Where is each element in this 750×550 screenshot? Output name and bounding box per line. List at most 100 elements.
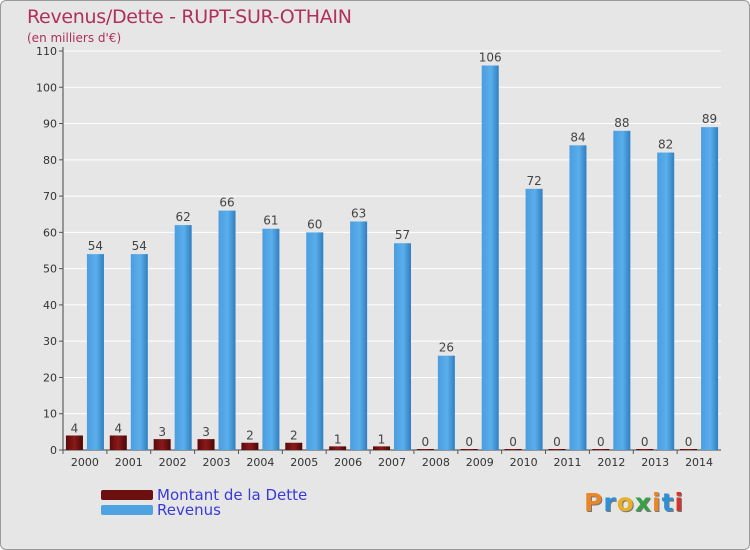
bar-debt-2002 bbox=[153, 439, 171, 450]
bar-debt-2004 bbox=[241, 442, 259, 450]
data-label-debt-2011: 0 bbox=[553, 435, 561, 449]
bar-revenus-2012 bbox=[613, 130, 631, 451]
bar-debt-2011 bbox=[548, 449, 566, 450]
x-tick-label-2002: 2002 bbox=[159, 456, 187, 469]
bars bbox=[65, 65, 719, 451]
data-labels: 4544543623662612601631570260106072084088… bbox=[71, 51, 718, 449]
data-label-revenus-2003: 66 bbox=[219, 196, 234, 210]
bar-revenus-2006 bbox=[350, 221, 368, 450]
bar-revenus-2013 bbox=[657, 152, 675, 450]
y-tick-label: 70 bbox=[43, 190, 57, 203]
legend-label-revenus: Revenus bbox=[157, 501, 221, 519]
data-label-debt-2010: 0 bbox=[509, 435, 517, 449]
bar-debt-2008 bbox=[416, 449, 434, 450]
y-tick-label: 50 bbox=[43, 263, 57, 276]
logo-letter: i bbox=[652, 488, 662, 517]
x-tick-label-2013: 2013 bbox=[641, 456, 669, 469]
bar-debt-2003 bbox=[197, 439, 215, 450]
bar-debt-2001 bbox=[109, 435, 127, 450]
data-label-revenus-2006: 63 bbox=[351, 206, 366, 220]
bar-debt-2010 bbox=[504, 449, 522, 450]
bar-revenus-2011 bbox=[569, 145, 587, 451]
data-label-debt-2000: 4 bbox=[71, 421, 79, 435]
y-tick-label: 40 bbox=[43, 299, 57, 312]
x-tick-label-2006: 2006 bbox=[334, 456, 362, 469]
data-label-debt-2014: 0 bbox=[685, 435, 693, 449]
data-label-debt-2005: 2 bbox=[290, 429, 298, 443]
bar-debt-2009 bbox=[460, 449, 478, 450]
bar-revenus-2001 bbox=[130, 254, 148, 450]
bar-revenus-2008 bbox=[437, 355, 455, 450]
bar-revenus-2007 bbox=[394, 243, 411, 450]
y-tick-label: 60 bbox=[43, 226, 57, 239]
logo-letter: r bbox=[603, 488, 617, 517]
x-tick-label-2005: 2005 bbox=[290, 456, 318, 469]
bar-revenus-2000 bbox=[86, 254, 104, 450]
data-label-revenus-2012: 88 bbox=[614, 116, 629, 130]
data-label-revenus-2009: 106 bbox=[479, 51, 502, 65]
logo-letter: P bbox=[584, 488, 604, 517]
data-label-revenus-2004: 61 bbox=[263, 214, 278, 228]
logo-letter: x bbox=[634, 488, 652, 517]
x-tick-label-2014: 2014 bbox=[685, 456, 713, 469]
bar-debt-2005 bbox=[285, 442, 303, 450]
y-tick-label: 20 bbox=[43, 371, 57, 384]
y-tick-label: 110 bbox=[36, 45, 57, 58]
data-label-debt-2006: 1 bbox=[334, 432, 342, 446]
bar-debt-2007 bbox=[373, 446, 390, 450]
data-label-debt-2008: 0 bbox=[422, 435, 430, 449]
bar-debt-2013 bbox=[636, 449, 654, 450]
y-tick-label: 30 bbox=[43, 335, 57, 348]
bar-debt-2006 bbox=[329, 446, 347, 450]
data-label-revenus-2014: 89 bbox=[702, 112, 717, 126]
x-tick-label-2001: 2001 bbox=[115, 456, 143, 469]
data-label-debt-2001: 4 bbox=[114, 421, 122, 435]
x-tick-label-2011: 2011 bbox=[553, 456, 581, 469]
data-label-debt-2009: 0 bbox=[465, 435, 473, 449]
logo-letter: i bbox=[674, 488, 685, 517]
y-tick-label: 80 bbox=[43, 154, 57, 167]
x-tick-label-2012: 2012 bbox=[597, 456, 625, 469]
y-tick-label: 100 bbox=[36, 81, 57, 94]
bar-revenus-2002 bbox=[174, 225, 192, 450]
chart-title: Revenus/Dette - RUPT-SUR-OTHAIN bbox=[27, 6, 352, 28]
gridlines bbox=[63, 50, 721, 415]
data-label-revenus-2013: 82 bbox=[658, 138, 673, 152]
y-tick-label: 10 bbox=[43, 408, 57, 421]
proxiti-logo: Proxiti bbox=[584, 488, 684, 517]
data-label-debt-2004: 2 bbox=[246, 429, 254, 443]
x-tick-label-2003: 2003 bbox=[203, 456, 231, 469]
data-label-debt-2013: 0 bbox=[641, 435, 649, 449]
y-tick-label: 90 bbox=[43, 118, 57, 131]
logo-letter: t bbox=[661, 488, 675, 517]
bar-revenus-2004 bbox=[262, 228, 280, 450]
x-tick-label-2009: 2009 bbox=[466, 456, 494, 469]
chart-subtitle: (en milliers d'€) bbox=[27, 31, 122, 45]
bar-debt-2014 bbox=[680, 449, 698, 450]
legend-swatch-debt bbox=[101, 490, 153, 500]
x-tick-label-2007: 2007 bbox=[378, 456, 406, 469]
data-label-revenus-2001: 54 bbox=[132, 239, 147, 253]
data-label-revenus-2010: 72 bbox=[526, 174, 541, 188]
bar-revenus-2003 bbox=[218, 210, 236, 450]
data-label-revenus-2011: 84 bbox=[570, 130, 585, 144]
legend-label-debt: Montant de la Dette bbox=[157, 486, 308, 504]
data-label-debt-2012: 0 bbox=[597, 435, 605, 449]
data-label-revenus-2005: 60 bbox=[307, 217, 322, 231]
x-tick-label-2004: 2004 bbox=[246, 456, 274, 469]
legend-item-revenus: Revenus bbox=[101, 501, 221, 519]
data-label-debt-2003: 3 bbox=[202, 425, 210, 439]
bar-revenus-2009 bbox=[481, 65, 499, 450]
bar-debt-2012 bbox=[592, 449, 610, 450]
x-tick-label-2000: 2000 bbox=[71, 456, 99, 469]
y-tick-label: 0 bbox=[50, 444, 57, 457]
legend-swatch-revenus bbox=[101, 505, 153, 515]
bar-revenus-2005 bbox=[306, 232, 324, 450]
logo-letter: o bbox=[616, 488, 635, 517]
bar-revenus-2014 bbox=[701, 127, 719, 450]
data-label-revenus-2002: 62 bbox=[176, 210, 191, 224]
data-label-revenus-2008: 26 bbox=[439, 341, 454, 355]
